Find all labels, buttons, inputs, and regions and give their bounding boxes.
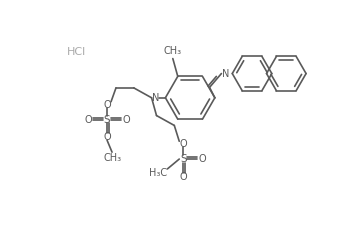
Text: O: O	[103, 132, 111, 142]
Text: S: S	[180, 154, 187, 164]
Text: H₃C: H₃C	[149, 168, 167, 178]
Text: N: N	[222, 68, 229, 79]
Text: HCl: HCl	[66, 47, 86, 57]
Text: O: O	[179, 172, 187, 182]
Text: O: O	[122, 114, 130, 125]
Text: O: O	[85, 114, 92, 125]
Text: O: O	[103, 100, 111, 110]
Text: S: S	[104, 114, 110, 125]
Text: CH₃: CH₃	[164, 46, 182, 56]
Text: CH₃: CH₃	[104, 153, 122, 163]
Text: O: O	[198, 154, 206, 164]
Text: O: O	[179, 139, 187, 149]
Text: N: N	[152, 93, 159, 103]
